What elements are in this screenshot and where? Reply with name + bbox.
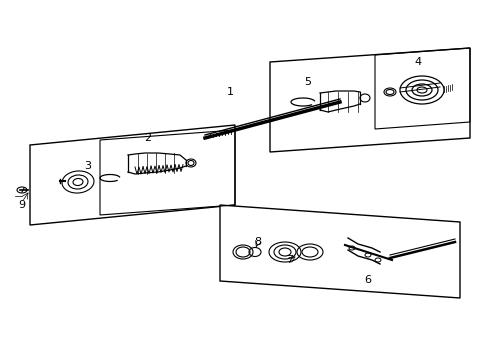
Polygon shape [269,48,469,152]
Text: 1: 1 [226,87,233,97]
Text: 4: 4 [414,57,421,67]
Text: 7: 7 [286,255,293,265]
Text: 3: 3 [84,161,91,171]
Text: 8: 8 [254,237,261,247]
Polygon shape [220,205,459,298]
Text: 5: 5 [304,77,311,87]
Text: 2: 2 [144,133,151,143]
Text: 6: 6 [364,275,371,285]
Polygon shape [30,125,235,225]
Text: 9: 9 [19,200,25,210]
